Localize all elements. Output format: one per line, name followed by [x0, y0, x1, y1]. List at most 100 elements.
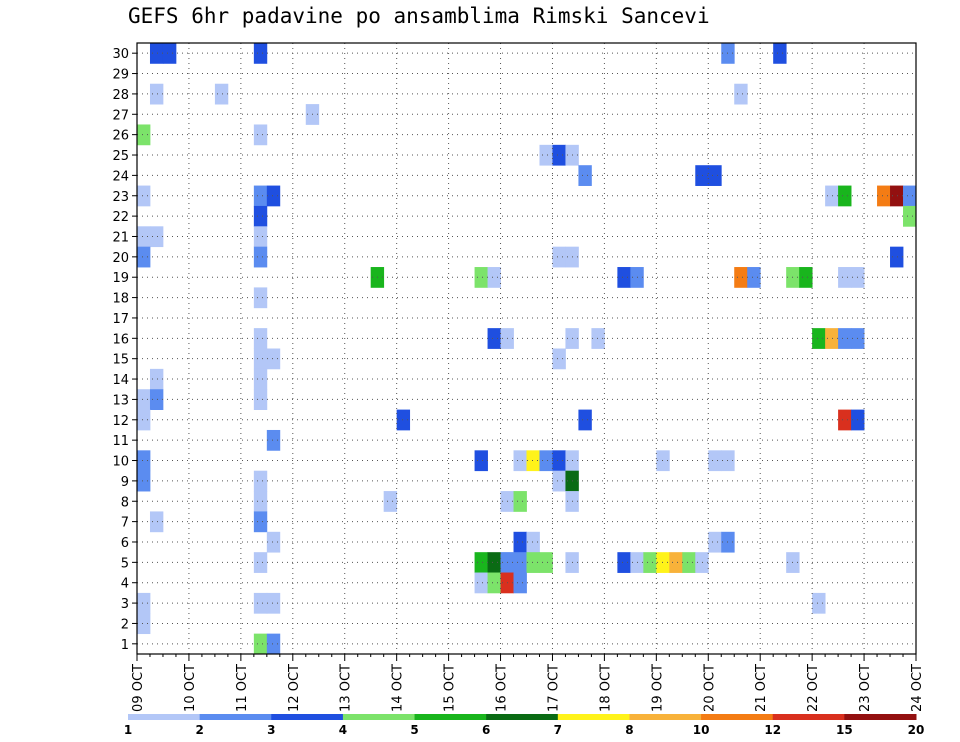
precip-cell	[137, 226, 151, 248]
precip-cell	[539, 450, 553, 472]
y-tick-label: 17	[112, 312, 129, 327]
y-tick-label: 11	[112, 434, 129, 449]
precip-cell	[383, 491, 398, 512]
y-tick-label: 2	[121, 617, 129, 632]
precip-cell	[825, 328, 839, 349]
legend-swatch	[844, 714, 917, 720]
y-tick-label: 3	[121, 597, 129, 612]
precip-cell	[137, 613, 151, 635]
precip-cell	[253, 491, 268, 512]
x-tick-label: 24 OCT	[910, 664, 925, 712]
precip-cell	[253, 348, 268, 370]
y-tick-label: 8	[121, 495, 129, 510]
legend-swatch	[128, 714, 201, 720]
precip-cell	[669, 552, 683, 573]
precip-cell	[474, 572, 488, 594]
precip-cell	[149, 83, 164, 105]
precip-cell	[149, 226, 164, 248]
precip-cell	[253, 205, 268, 227]
x-tick-label: 19 OCT	[650, 664, 665, 712]
precip-cell	[137, 409, 151, 431]
legend-swatch	[701, 714, 774, 720]
precip-cell	[266, 185, 281, 207]
precip-cell	[253, 43, 268, 64]
precip-cell	[578, 409, 592, 431]
precip-cell	[591, 328, 605, 349]
y-tick-label: 20	[112, 251, 129, 266]
precip-cell	[513, 491, 527, 512]
y-tick-label: 29	[112, 68, 129, 83]
y-tick-label: 12	[112, 414, 129, 429]
precip-cell	[656, 450, 670, 472]
precip-cell	[253, 287, 268, 309]
y-tick-label: 10	[112, 455, 129, 470]
precip-cell	[890, 185, 904, 207]
precip-cell	[137, 124, 151, 146]
precip-cell	[487, 552, 501, 573]
precip-cell	[253, 328, 268, 349]
y-tick-label: 5	[121, 556, 129, 571]
x-tick-label: 22 OCT	[806, 664, 821, 712]
precip-cell	[838, 328, 852, 349]
legend-swatch	[486, 714, 559, 720]
precip-cell	[526, 450, 540, 472]
precip-cell	[539, 552, 553, 573]
precip-cell	[214, 83, 229, 105]
legend-swatch	[271, 714, 344, 720]
legend-swatch	[772, 714, 845, 720]
legend-label: 10	[693, 723, 710, 737]
y-tick-label: 22	[112, 210, 129, 225]
precip-cell	[708, 531, 722, 553]
precip-cell	[708, 165, 722, 186]
precip-cell	[253, 633, 268, 655]
x-tick-label: 13 OCT	[339, 664, 354, 712]
y-tick-label: 13	[112, 393, 129, 408]
precip-cell	[253, 246, 268, 268]
y-tick-label: 28	[112, 88, 129, 103]
precip-cell	[253, 511, 268, 533]
precip-cell	[487, 572, 501, 594]
legend-label: 1	[124, 723, 132, 737]
y-tick-label: 15	[112, 353, 129, 368]
precip-cell	[137, 592, 151, 614]
precip-cell	[526, 552, 540, 573]
legend-swatch	[629, 714, 702, 720]
precip-cell	[266, 592, 281, 614]
precip-cell	[578, 165, 592, 186]
y-tick-label: 4	[121, 577, 129, 592]
x-tick-label: 09 OCT	[131, 664, 146, 712]
precip-cell	[812, 328, 826, 349]
x-tick-label: 17 OCT	[546, 664, 561, 712]
precip-cell	[266, 429, 281, 451]
precip-cell	[695, 552, 709, 573]
precip-cell	[137, 450, 151, 472]
precip-cell	[162, 43, 177, 64]
precip-cell	[682, 552, 696, 573]
precip-cell	[487, 328, 501, 349]
precip-cell	[253, 470, 268, 492]
precip-cell	[253, 226, 268, 248]
legend-label: 20	[908, 723, 925, 737]
y-tick-label: 27	[112, 108, 129, 123]
legend-swatch	[557, 714, 630, 720]
precip-cell	[253, 185, 268, 207]
precip-cell	[487, 267, 501, 288]
legend-label: 12	[764, 723, 781, 737]
y-tick-label: 14	[112, 373, 129, 388]
precip-cell	[643, 552, 657, 573]
precip-cell	[253, 389, 268, 410]
x-tick-label: 11 OCT	[235, 664, 250, 712]
precip-cell	[474, 552, 488, 573]
x-tick-label: 21 OCT	[754, 664, 769, 712]
legend-label: 8	[625, 723, 633, 737]
precip-cell	[708, 450, 722, 472]
precip-cell	[253, 592, 268, 614]
precip-cell	[825, 185, 839, 207]
y-tick-label: 16	[112, 332, 129, 347]
precip-cell	[539, 144, 553, 166]
legend-label: 6	[482, 723, 490, 737]
x-tick-label: 12 OCT	[287, 664, 302, 712]
precip-cell	[149, 368, 164, 390]
precip-cell	[526, 531, 540, 553]
